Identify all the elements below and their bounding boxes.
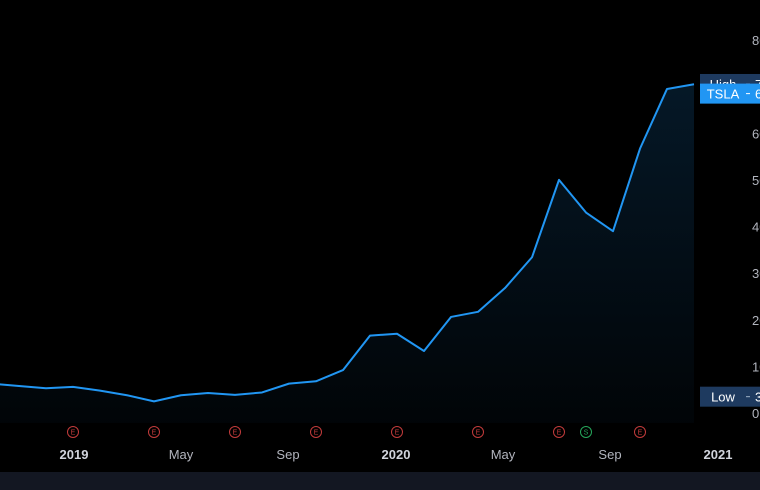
x-axis: 2019 May Sep 2020 May Sep 2021 [60,447,733,462]
y-tick-label: 800 [752,33,760,48]
earnings-event-marker[interactable]: E [391,426,403,438]
event-layer: EEEEEEEESE [67,426,646,438]
earnings-event-marker[interactable]: E [472,426,484,438]
earnings-event-marker[interactable]: E [148,426,160,438]
y-tick-label: 600 [752,126,760,141]
area-layer [0,84,694,423]
earnings-event-marker[interactable]: E [67,426,79,438]
y-tick-label: 100 [752,359,760,374]
x-tick-label: May [491,447,516,462]
last-price-badge[interactable]: TSLA 695.00 [700,83,760,104]
low-badge-label: Low [711,390,735,405]
earnings-event-marker[interactable]: E [634,426,646,438]
earnings-event-letter: E [314,430,319,437]
x-tick-label: Sep [598,447,621,462]
price-badges: High705.67TSLA695.00Low35.40 [700,73,760,407]
x-tick-label: 2020 [382,447,411,462]
earnings-event-letter: E [71,430,76,437]
earnings-event-marker[interactable]: E [310,426,322,438]
earnings-event-letter: E [638,430,643,437]
y-tick-label: 300 [752,266,760,281]
x-tick-label: 2021 [704,447,733,462]
earnings-event-letter: E [395,430,400,437]
split-event-marker[interactable]: S [580,426,592,438]
line-layer [0,83,695,403]
price-area [0,84,694,423]
earnings-event-letter: E [233,430,238,437]
x-tick-label: Sep [276,447,299,462]
y-tick-label: 500 [752,173,760,188]
low-badge-value: 35.40 [755,390,760,405]
earnings-event-letter: E [476,430,481,437]
split-event-letter: S [584,430,589,437]
low-badge[interactable]: Low 35.40 [700,386,760,407]
earnings-event-marker[interactable]: E [553,426,565,438]
y-tick-label: 200 [752,313,760,328]
bottom-toolbar [0,472,760,490]
x-tick-label: 2019 [60,447,89,462]
y-tick-label: 0 [752,406,759,421]
earnings-event-marker[interactable]: E [229,426,241,438]
last-price-badge-value: 695.00 [755,87,760,102]
earnings-event-letter: E [152,430,157,437]
x-tick-label: May [169,447,194,462]
price-line[interactable] [0,83,695,403]
y-tick-label: 400 [752,220,760,235]
last-price-badge-label: TSLA [707,87,740,102]
earnings-event-letter: E [557,430,562,437]
